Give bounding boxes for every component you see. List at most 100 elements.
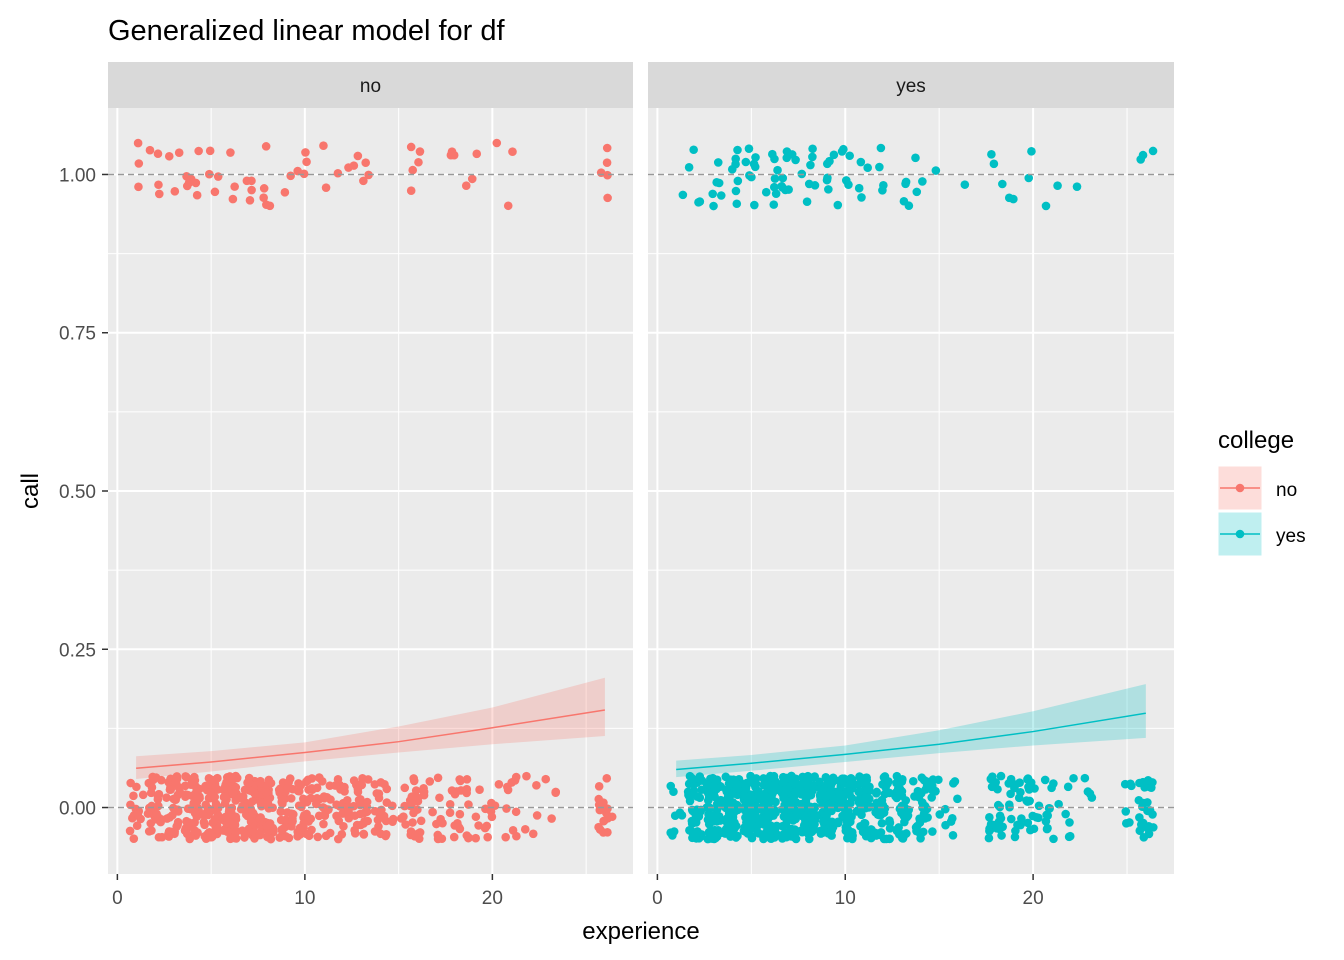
- data-point: [717, 191, 726, 200]
- data-point: [171, 187, 180, 196]
- data-point: [861, 819, 870, 828]
- data-point: [1027, 147, 1036, 156]
- data-point: [256, 831, 265, 840]
- data-point: [361, 158, 370, 167]
- data-point: [762, 188, 771, 197]
- data-point: [1084, 787, 1093, 796]
- data-point: [377, 778, 386, 787]
- data-point: [872, 789, 881, 798]
- data-point: [502, 804, 511, 813]
- data-point: [732, 199, 741, 208]
- data-point: [745, 144, 754, 153]
- data-point: [728, 165, 737, 174]
- data-point: [246, 196, 255, 205]
- data-point: [877, 828, 886, 837]
- data-point: [353, 821, 362, 830]
- data-point: [844, 180, 853, 189]
- data-point: [416, 828, 425, 837]
- data-point: [666, 782, 675, 791]
- data-point: [532, 781, 541, 790]
- data-point: [772, 189, 781, 198]
- data-point: [708, 832, 717, 841]
- data-point: [752, 780, 761, 789]
- data-point: [154, 180, 163, 189]
- data-point: [767, 794, 776, 803]
- data-point: [1004, 779, 1013, 788]
- data-point: [909, 777, 918, 786]
- data-point: [742, 158, 751, 167]
- data-point: [447, 151, 456, 160]
- data-point: [533, 811, 542, 820]
- data-point: [267, 779, 276, 788]
- data-point: [154, 795, 163, 804]
- data-point: [468, 175, 477, 184]
- data-point: [878, 819, 887, 828]
- data-point: [948, 814, 957, 823]
- data-point: [857, 193, 866, 202]
- data-point: [148, 783, 157, 792]
- data-point: [834, 819, 843, 828]
- data-point: [845, 787, 854, 796]
- data-point: [230, 182, 239, 191]
- data-point: [915, 793, 924, 802]
- data-point: [1137, 820, 1146, 829]
- data-point: [713, 817, 722, 826]
- data-point: [354, 788, 363, 797]
- data-point: [360, 830, 369, 839]
- data-point: [709, 202, 718, 211]
- data-point: [157, 776, 166, 785]
- data-point: [322, 183, 331, 192]
- data-point: [287, 794, 296, 803]
- data-point: [152, 809, 161, 818]
- data-point: [407, 143, 416, 152]
- data-point: [912, 188, 921, 197]
- data-point: [771, 174, 780, 183]
- data-point: [1127, 782, 1136, 791]
- data-point: [747, 820, 756, 829]
- data-point: [912, 827, 921, 836]
- data-point: [1065, 818, 1074, 827]
- data-point: [331, 781, 340, 790]
- facet-panel-no: no 0 10 20: [108, 62, 633, 909]
- data-point: [894, 823, 903, 832]
- y-tick-label: 0.75: [59, 324, 96, 345]
- data-point: [226, 148, 235, 157]
- legend: collegenoyes: [1218, 427, 1306, 556]
- data-point: [916, 818, 925, 827]
- data-point: [990, 160, 999, 169]
- data-point: [299, 823, 308, 832]
- data-point: [595, 782, 604, 791]
- data-point: [472, 150, 481, 159]
- data-point: [884, 777, 893, 786]
- data-point: [834, 795, 843, 804]
- data-point: [188, 777, 197, 786]
- data-point: [879, 805, 888, 814]
- data-point: [704, 780, 713, 789]
- data-point: [603, 804, 612, 813]
- data-point: [286, 774, 295, 783]
- y-axis-title: call: [17, 473, 44, 509]
- data-point: [463, 775, 472, 784]
- data-point: [769, 200, 778, 209]
- data-point: [472, 812, 481, 821]
- legend-label: no: [1276, 480, 1297, 501]
- data-point: [1136, 155, 1145, 164]
- data-point: [608, 812, 617, 821]
- data-point: [781, 186, 790, 195]
- data-point: [245, 779, 254, 788]
- data-point: [839, 145, 848, 154]
- data-point: [985, 827, 994, 836]
- y-tick-label: 0.50: [59, 482, 96, 503]
- data-point: [475, 785, 484, 794]
- data-point: [696, 197, 705, 206]
- data-point: [319, 820, 328, 829]
- data-point: [1043, 824, 1052, 833]
- data-point: [171, 795, 180, 804]
- data-point: [845, 151, 854, 160]
- data-point: [522, 772, 531, 781]
- data-point: [417, 817, 426, 826]
- data-point: [456, 810, 465, 819]
- data-point: [129, 834, 138, 843]
- data-point: [206, 788, 215, 797]
